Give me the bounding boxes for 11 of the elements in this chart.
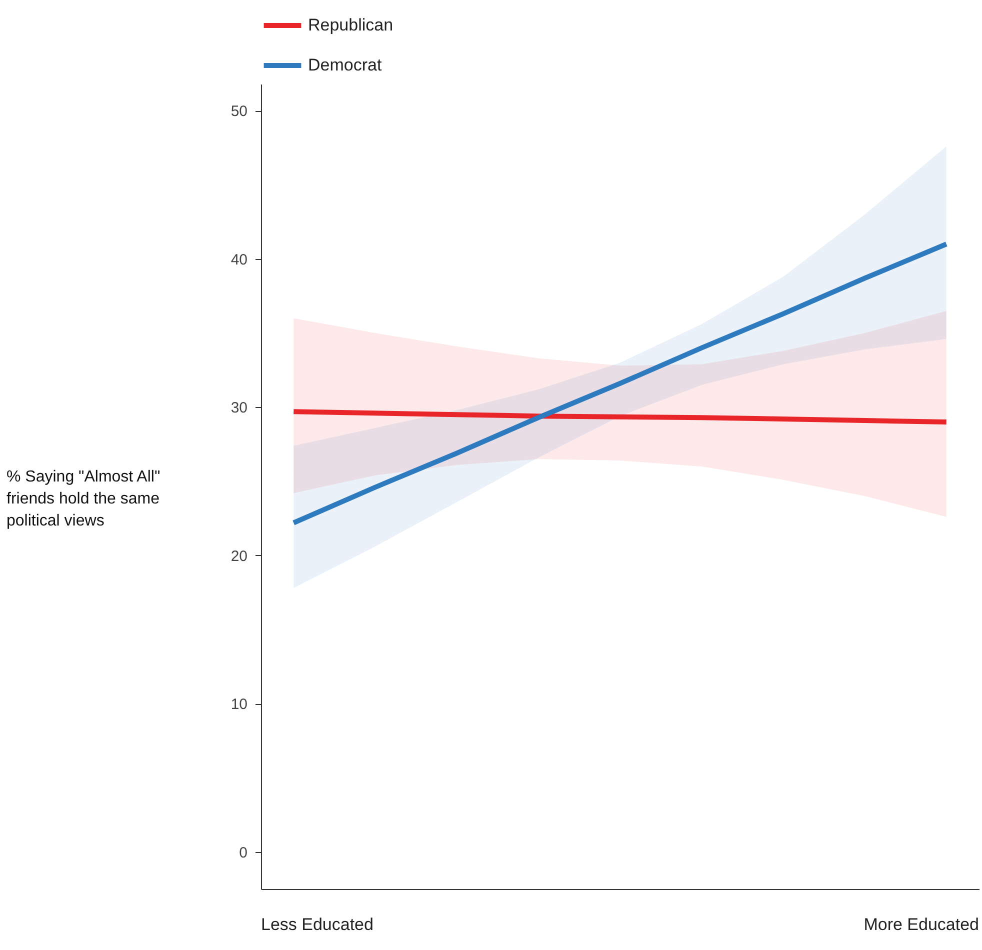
y-axis-title: % Saying "Almost All" friends hold the same political views [6,468,160,530]
y-tick-label: 50 [230,103,248,120]
legend-label: Republican [308,16,394,34]
y-tick-label: 40 [230,251,248,268]
y-tick-label: 30 [230,400,248,417]
y-tick-label: 10 [230,696,248,714]
text: More Educated [864,915,979,934]
legend-label: Democrat [308,56,382,74]
y-tick-label: 0 [239,844,248,862]
text: Less Educated [261,915,374,934]
y-tick-label: 20 [230,548,248,565]
